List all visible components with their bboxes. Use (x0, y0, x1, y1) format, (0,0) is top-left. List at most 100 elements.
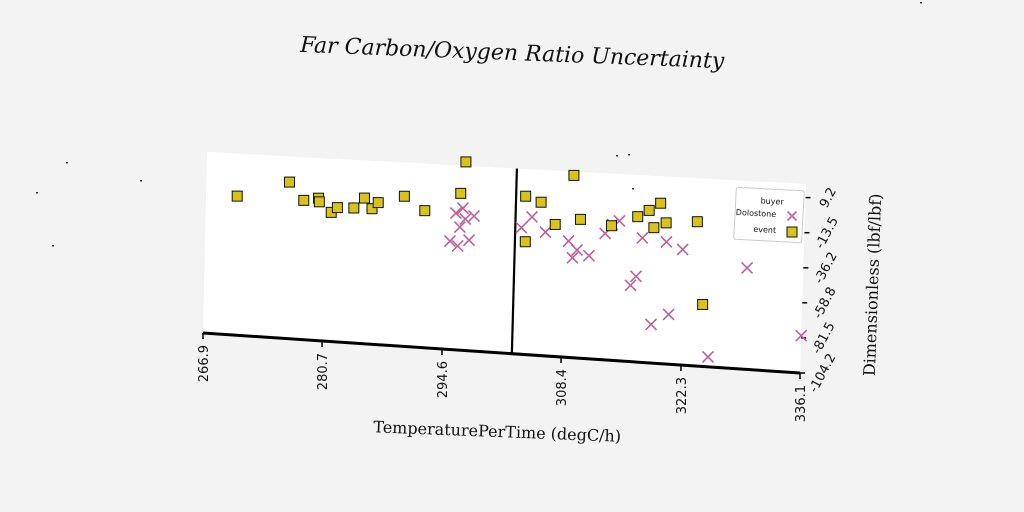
scan-speck (36, 192, 38, 194)
data-point-event (535, 196, 547, 208)
data-point-event (605, 220, 617, 232)
x-marker-stroke (566, 251, 579, 264)
scan-speck (920, 2, 922, 4)
data-point-event (455, 187, 467, 199)
legend-marker-dolostone (786, 210, 798, 222)
x-marker-stroke (462, 234, 476, 247)
y-tick-label: 9.2 (817, 185, 840, 210)
data-point-dolostone (459, 212, 472, 226)
legend-marker-event (786, 226, 798, 238)
scan-speck (52, 245, 54, 247)
y-tick-label: -36.2 (812, 250, 841, 287)
x-marker-stroke (636, 231, 649, 244)
x-tick-label: 336.1 (794, 385, 809, 422)
data-point-event (366, 203, 378, 215)
data-point-event (348, 202, 360, 214)
data-point-dolostone (462, 234, 476, 247)
data-point-dolostone (443, 235, 457, 248)
x-marker-stroke (582, 249, 596, 262)
data-point-event (648, 222, 660, 234)
chart-title: Far Carbon/Oxygen Ratio Uncertainty (299, 33, 725, 74)
x-marker-stroke (676, 243, 689, 256)
x-marker-stroke (660, 235, 673, 248)
x-marker-stroke (467, 209, 481, 223)
x-marker-stroke (570, 244, 584, 257)
x-axis-line (202, 331, 801, 375)
x-marker-stroke (644, 318, 658, 331)
data-point-dolostone (570, 244, 584, 257)
x-marker-stroke (786, 210, 798, 222)
x-axis-label: TemperaturePerTime (degC/h) (373, 417, 621, 446)
data-point-event (298, 194, 310, 206)
data-point-event (419, 205, 431, 217)
legend-entry-label: event (753, 225, 776, 235)
data-point-event (574, 213, 586, 225)
data-point-event (660, 217, 672, 229)
x-tick-label: 266.9 (197, 345, 212, 382)
data-point-event (358, 192, 370, 204)
data-point-event (655, 197, 667, 209)
scan-speck (66, 162, 68, 164)
x-marker-stroke (456, 202, 470, 215)
data-point-dolostone (582, 249, 596, 262)
scan-speck (628, 154, 630, 156)
data-point-event (519, 236, 531, 248)
data-point-dolostone (566, 251, 579, 264)
x-marker-stroke (740, 261, 754, 274)
data-point-event (691, 216, 703, 228)
data-point-event (331, 202, 343, 214)
scan-speck (616, 155, 618, 157)
x-marker-stroke (562, 235, 575, 248)
data-point-dolostone (644, 318, 658, 331)
x-marker-stroke (795, 329, 808, 342)
x-tick-label: 322.3 (675, 377, 690, 414)
data-point-dolostone (676, 243, 689, 256)
data-point-event (398, 190, 410, 202)
x-marker-stroke (629, 270, 643, 283)
data-point-event (231, 190, 243, 202)
y-tick-label: -104.2 (806, 351, 839, 395)
data-point-dolostone (701, 350, 715, 364)
legend: buyer Dolostone event (733, 186, 805, 244)
data-point-event (632, 211, 644, 223)
data-point-event (520, 190, 532, 202)
x-marker-stroke (451, 239, 464, 252)
data-point-event (549, 218, 561, 230)
x-marker-stroke (662, 308, 675, 321)
data-point-dolostone (795, 329, 808, 342)
data-point-event (643, 204, 655, 216)
data-point-event (313, 196, 325, 208)
x-tick-label: 294.6 (436, 361, 451, 398)
x-tick-label: 308.4 (555, 369, 570, 406)
x-marker-stroke (701, 350, 715, 364)
data-point-dolostone (453, 220, 466, 234)
data-point-dolostone (660, 235, 673, 248)
data-point-dolostone (624, 279, 637, 292)
data-point-event (568, 169, 580, 181)
x-tick-label: 280.7 (316, 353, 331, 390)
legend-title: buyer (760, 196, 784, 206)
legend-entry-label: Dolostone (736, 208, 777, 219)
y-tick-label: -58.8 (811, 285, 840, 322)
data-point-dolostone (456, 202, 470, 215)
x-marker-stroke (449, 206, 462, 220)
vertical-reference-line (510, 168, 518, 354)
data-point-dolostone (539, 226, 552, 239)
y-axis-label: Dimensionless (lbf/lbf) (860, 193, 885, 376)
y-tick-label: -13.5 (813, 215, 842, 252)
data-point-dolostone (451, 239, 464, 252)
x-marker-stroke (525, 210, 539, 223)
data-point-event (283, 176, 295, 188)
data-point-dolostone (636, 231, 649, 244)
data-point-dolostone (525, 210, 539, 223)
x-marker-stroke (453, 220, 466, 234)
scan-speck (140, 180, 142, 182)
data-point-dolostone (740, 261, 754, 274)
x-marker-stroke (539, 226, 552, 239)
x-marker-stroke (443, 235, 457, 248)
x-marker-stroke (624, 279, 637, 292)
scan-speck (632, 188, 634, 190)
data-point-event (460, 156, 472, 168)
